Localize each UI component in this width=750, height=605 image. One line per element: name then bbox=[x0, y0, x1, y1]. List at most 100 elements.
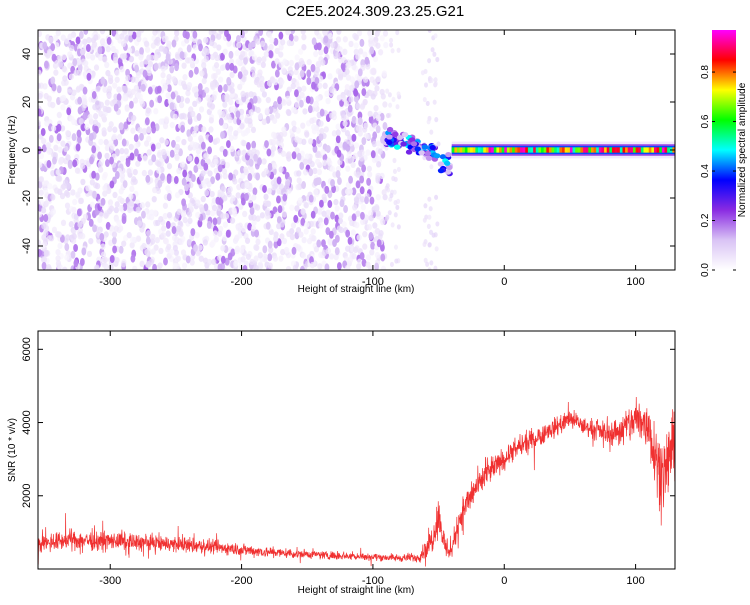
spectrogram-noise-cell bbox=[43, 92, 49, 100]
spectrogram-noise-cell bbox=[304, 153, 310, 160]
spectrogram-noise-cell bbox=[120, 261, 127, 268]
spectrogram-noise-cell bbox=[278, 31, 284, 40]
spectrogram-noise-cell bbox=[279, 221, 285, 228]
spectrogram-noise-cell bbox=[71, 206, 77, 214]
spectrogram-noise-cell bbox=[321, 193, 327, 201]
spectrogram-noise-cell bbox=[66, 107, 72, 116]
spectrogram-noise-cell bbox=[93, 64, 100, 71]
spectrogram-noise-cell bbox=[111, 133, 118, 141]
spectrogram-noise-cell bbox=[169, 65, 175, 74]
spectrogram-noise-cell bbox=[436, 141, 441, 147]
spectrogram-noise-cell bbox=[390, 222, 395, 228]
spectrogram-noise-cell bbox=[229, 145, 235, 153]
spectrogram-noise-cell bbox=[343, 100, 349, 107]
spectrogram-noise-cell bbox=[427, 30, 432, 33]
spectrogram-noise-cell bbox=[104, 61, 110, 69]
spectrogram-noise-cell bbox=[146, 126, 152, 134]
spectrogram-noise-cell bbox=[320, 59, 326, 66]
spectrogram-noise-cell bbox=[156, 85, 162, 94]
spectrogram-noise-cell bbox=[420, 70, 425, 76]
spectrogram-noise-cell bbox=[286, 151, 292, 158]
spectrogram-noise-cell bbox=[38, 69, 42, 77]
spectrogram-noise-cell bbox=[53, 144, 59, 152]
spectrogram-noise-cell bbox=[251, 54, 258, 61]
spectrogram-noise-cell bbox=[240, 197, 246, 206]
spectrogram-noise-cell bbox=[65, 130, 71, 137]
spectrogram-noise-cell bbox=[435, 56, 440, 63]
spectrogram-noise-cell bbox=[353, 42, 359, 49]
spectrogram-noise-cell bbox=[333, 253, 339, 261]
spectrogram-carrier-cell bbox=[517, 147, 521, 153]
spectrogram-noise-cell bbox=[118, 245, 124, 254]
spectrogram-noise-cell bbox=[268, 50, 274, 59]
spectrogram-noise-cell bbox=[261, 158, 267, 165]
spectrogram-noise-cell bbox=[135, 235, 142, 242]
spectrogram-noise-cell bbox=[294, 101, 300, 108]
spectrogram-y-label: Frequency (Hz) bbox=[7, 116, 18, 185]
spectrogram-noise-cell bbox=[432, 99, 437, 105]
spectrogram-noise-cell bbox=[126, 168, 132, 175]
spectrogram-noise-cell bbox=[113, 206, 119, 214]
spectrogram-trace-cell bbox=[433, 153, 441, 159]
spectrogram-noise-cell bbox=[361, 164, 367, 173]
spectrogram-noise-cell bbox=[187, 217, 193, 225]
spectrogram-x-axis: -300 -200 -100 0 100 bbox=[99, 30, 645, 288]
spectrogram-noise-cell bbox=[382, 30, 389, 37]
spectrogram-noise-cell bbox=[218, 30, 225, 34]
spectrogram-noise-cell bbox=[325, 227, 331, 236]
spectrogram-noise-cell bbox=[347, 256, 354, 264]
spectrogram-carrier-cell bbox=[491, 147, 495, 153]
spectrogram-noise-cell bbox=[94, 264, 100, 270]
spectrogram-x-tick-label: -200 bbox=[231, 276, 253, 288]
colorbar: 0.0 0.2 0.4 0.6 0.8 Normalized spectral ampl… bbox=[700, 30, 748, 277]
spectrogram-noise-cell bbox=[296, 177, 302, 184]
spectrogram-noise-cell bbox=[56, 85, 62, 94]
spectrogram-noise-cell bbox=[427, 242, 432, 248]
spectrogram-noise-cell bbox=[272, 117, 278, 124]
spectrogram-noise-cell bbox=[207, 170, 213, 177]
spectrogram-noise-cell bbox=[385, 112, 390, 119]
spectrogram-carrier-cell bbox=[664, 147, 668, 153]
spectrogram-noise-cell bbox=[111, 236, 117, 245]
spectrogram-noise-cell bbox=[162, 202, 168, 209]
figure-title: C2E5.2024.309.23.25.G21 bbox=[286, 3, 464, 20]
spectrogram-noise-cell bbox=[240, 50, 246, 58]
spectrogram-noise-cell bbox=[276, 134, 282, 142]
spectrogram-noise-cell bbox=[319, 108, 325, 117]
snr-y-tick-label: 4000 bbox=[21, 410, 33, 434]
spectrogram-noise-cell bbox=[119, 65, 125, 73]
spectrogram-noise-cell bbox=[99, 30, 106, 35]
spectrogram-noise-cell bbox=[294, 147, 300, 154]
spectrogram-noise-cell bbox=[73, 243, 78, 252]
spectrogram-noise-cell bbox=[389, 37, 394, 43]
spectrogram-noise-cell bbox=[48, 134, 54, 143]
spectrogram-noise-cell bbox=[311, 123, 317, 131]
spectrogram-noise-cell bbox=[272, 255, 279, 262]
spectrogram-noise-cell bbox=[122, 53, 128, 60]
spectrogram-noise-cell bbox=[162, 47, 168, 55]
spectrogram-noise-cell bbox=[251, 214, 257, 221]
spectrogram-noise-cell bbox=[194, 231, 200, 239]
spectrogram-carrier-cell bbox=[648, 147, 652, 153]
spectrogram-noise-cell bbox=[133, 148, 139, 157]
spectrogram-carrier-cell bbox=[601, 147, 605, 153]
spectrogram-noise-cell bbox=[308, 138, 314, 145]
spectrogram-noise-cell bbox=[302, 169, 309, 176]
spectrogram-noise-cell bbox=[370, 67, 376, 75]
spectrogram-noise-cell bbox=[112, 126, 118, 133]
spectrogram-noise-cell bbox=[77, 135, 82, 144]
spectrogram-noise-cell bbox=[71, 133, 77, 142]
spectrogram-noise-cell bbox=[203, 162, 209, 171]
spectrogram-noise-cell bbox=[284, 247, 290, 254]
spectrogram-noise-cell bbox=[248, 158, 254, 167]
spectrogram-noise-cell bbox=[79, 48, 86, 56]
spectrogram-noise-cell bbox=[82, 38, 88, 45]
spectrogram-noise-cell bbox=[211, 197, 217, 204]
spectrogram-noise-cell bbox=[143, 40, 150, 47]
spectrogram-noise-cell bbox=[105, 221, 111, 230]
spectrogram-noise-cell bbox=[139, 260, 145, 268]
spectrogram-noise-cell bbox=[277, 205, 283, 214]
spectrogram-noise-cell bbox=[41, 222, 47, 230]
spectrogram-noise-cell bbox=[335, 51, 341, 59]
spectrogram-noise-cell bbox=[327, 73, 333, 80]
